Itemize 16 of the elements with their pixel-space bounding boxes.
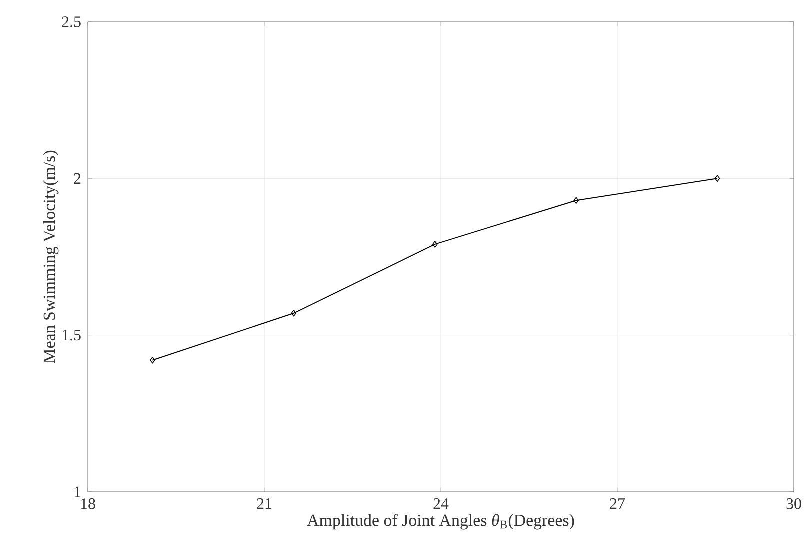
x-tick-label: 18 <box>81 498 96 510</box>
point <box>714 175 720 182</box>
y-tick-label: 2.5 <box>62 16 81 28</box>
point <box>432 241 438 248</box>
y-tick-label: 2 <box>74 173 81 184</box>
y-tick-label: 1 <box>74 486 81 498</box>
x-tick-label: 24 <box>434 498 449 510</box>
point <box>150 357 156 364</box>
point <box>291 310 297 317</box>
x-tick-label: 30 <box>786 498 802 510</box>
x-axis-title: Amplitude of Joint Angles θ$_{B}$(Degrees) <box>307 514 574 530</box>
x-tick-label: 21 <box>257 498 272 510</box>
y-tick-label: 1.5 <box>62 330 81 341</box>
y-axis-title: Mean Swimming Velocity(m/s) <box>43 150 59 364</box>
point <box>574 197 579 204</box>
x-tick-label: 27 <box>610 498 626 510</box>
